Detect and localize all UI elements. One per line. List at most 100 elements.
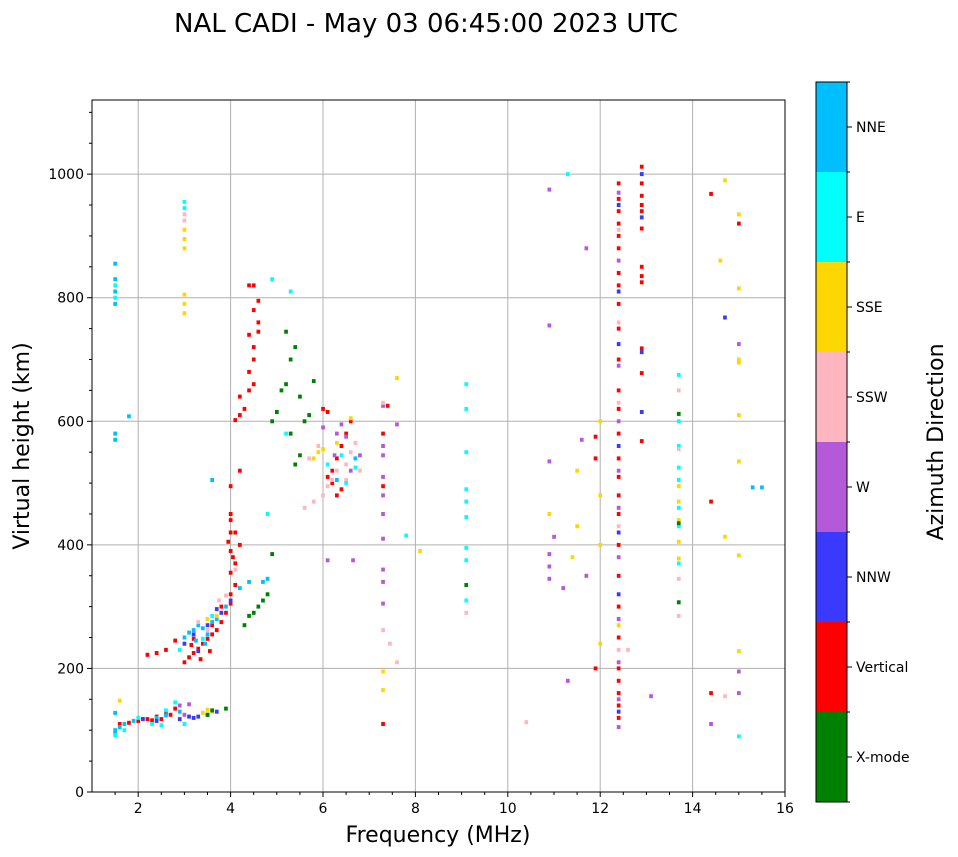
- echo-mark: [332, 453, 337, 458]
- echo-mark: [284, 329, 288, 334]
- echo-mark: [464, 610, 469, 615]
- echo-mark: [616, 196, 621, 201]
- echo-mark: [616, 326, 621, 331]
- echo-mark: [395, 660, 399, 665]
- echo-mark: [388, 641, 392, 646]
- echo-mark: [464, 545, 469, 550]
- echo-mark: [205, 623, 210, 628]
- echo-mark: [639, 371, 644, 376]
- echo-mark: [616, 203, 621, 207]
- echo-mark: [113, 301, 117, 306]
- echo-mark: [639, 226, 644, 231]
- echo-mark: [547, 459, 552, 464]
- echo-mark: [616, 342, 621, 347]
- echo-mark: [639, 172, 644, 177]
- echo-mark: [214, 709, 219, 714]
- echo-mark: [593, 434, 598, 439]
- echo-mark: [261, 579, 265, 584]
- echo-mark: [228, 598, 233, 603]
- echo-mark: [224, 706, 228, 711]
- echo-mark: [547, 564, 552, 569]
- colorbar-tick-label: NNW: [856, 570, 891, 586]
- echo-mark: [154, 715, 159, 720]
- echo-mark: [231, 555, 235, 560]
- echo-mark: [316, 450, 321, 455]
- echo-mark: [676, 388, 681, 393]
- echo-mark: [616, 190, 621, 195]
- echo-mark: [616, 697, 621, 702]
- echo-mark: [381, 536, 385, 541]
- echo-mark: [639, 193, 644, 198]
- y-tick-label: 600: [57, 414, 84, 430]
- x-tick-label: 14: [684, 801, 702, 817]
- echo-mark: [737, 734, 741, 739]
- echo-mark: [201, 710, 205, 715]
- echo-mark: [339, 453, 344, 458]
- echo-mark: [226, 539, 231, 544]
- echo-mark: [353, 456, 358, 461]
- colorbar-tick-label: SSE: [856, 300, 883, 316]
- echo-mark: [224, 604, 228, 609]
- echo-mark: [353, 440, 358, 445]
- plot-area: [92, 100, 785, 792]
- echo-mark: [737, 649, 741, 654]
- echo-mark: [131, 718, 136, 723]
- colorbar-frame: [815, 81, 848, 803]
- echo-mark: [113, 283, 117, 288]
- echo-mark: [351, 558, 355, 563]
- x-tick-label: 6: [319, 801, 328, 817]
- echo-mark: [676, 484, 681, 489]
- echo-mark: [676, 372, 681, 377]
- echo-mark: [616, 388, 621, 393]
- echo-mark: [737, 553, 741, 558]
- echo-mark: [177, 717, 182, 722]
- echo-mark: [247, 388, 251, 393]
- echo-mark: [616, 357, 621, 362]
- echo-mark: [381, 601, 385, 606]
- echo-mark: [164, 708, 168, 713]
- echo-mark: [464, 598, 469, 603]
- echo-mark: [616, 678, 621, 683]
- echo-mark: [251, 382, 256, 387]
- echo-mark: [136, 718, 141, 723]
- echo-mark: [150, 718, 154, 723]
- echo-mark: [561, 586, 566, 591]
- echo-mark: [737, 342, 741, 347]
- echo-mark: [616, 289, 621, 294]
- echo-marks: [113, 164, 764, 739]
- echo-mark: [196, 623, 201, 628]
- echo-mark: [187, 655, 191, 660]
- echo-mark: [616, 623, 621, 628]
- echo-mark: [205, 632, 210, 637]
- echo-mark: [182, 212, 187, 217]
- echo-mark: [173, 700, 177, 705]
- echo-mark: [251, 308, 256, 313]
- chart-title: NAL CADI - May 03 06:45:00 2023 UTC: [174, 9, 678, 39]
- echo-mark: [639, 350, 644, 355]
- echo-mark: [639, 274, 644, 279]
- echo-mark: [288, 357, 293, 362]
- echo-mark: [464, 406, 469, 411]
- echo-mark: [339, 422, 344, 427]
- colorbar-tick-label: W: [856, 480, 870, 496]
- echo-mark: [233, 418, 238, 423]
- echo-mark: [242, 406, 247, 411]
- echo-mark: [187, 630, 191, 635]
- echo-mark: [676, 521, 681, 526]
- echo-mark: [639, 439, 644, 444]
- echo-mark: [616, 419, 621, 424]
- echo-mark: [335, 478, 339, 482]
- echo-mark: [616, 530, 621, 535]
- echo-mark: [113, 710, 117, 715]
- echo-mark: [122, 728, 127, 733]
- echo-mark: [723, 315, 727, 320]
- echo-mark: [182, 311, 187, 316]
- echo-mark: [270, 419, 274, 424]
- echo-mark: [265, 512, 270, 516]
- echo-mark: [639, 215, 644, 220]
- colorbar-segment: [816, 622, 847, 712]
- echo-mark: [311, 379, 316, 384]
- echo-mark: [547, 323, 552, 328]
- echo-mark: [381, 484, 385, 489]
- echo-mark: [381, 512, 385, 516]
